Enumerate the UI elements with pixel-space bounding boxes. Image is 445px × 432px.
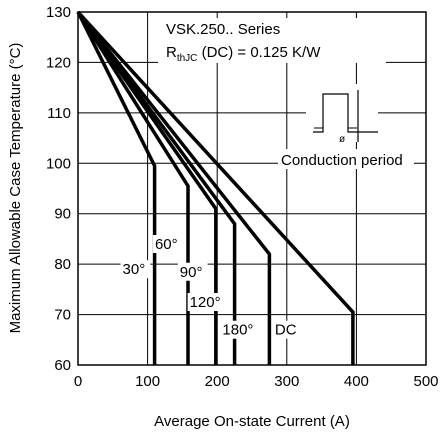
annotation-block: VSK.250.. Series RthJC (DC) = 0.125 K/W bbox=[158, 18, 386, 64]
x-tick-label: 500 bbox=[413, 373, 438, 390]
curves bbox=[76, 10, 355, 365]
curve-label-bg bbox=[220, 320, 259, 339]
series-line bbox=[76, 10, 272, 365]
conduction-label-bg bbox=[278, 149, 414, 169]
curve-label-bg bbox=[120, 260, 151, 279]
y-tick-label: 130 bbox=[46, 4, 71, 21]
conduction-period-label: Conduction period bbox=[281, 152, 403, 169]
curve-label-bg bbox=[177, 262, 208, 281]
rth-label: RthJC (DC) = 0.125 K/W bbox=[166, 44, 321, 64]
x-tick-label: 100 bbox=[135, 373, 160, 390]
curve-label: DC bbox=[275, 322, 297, 339]
plot-frame bbox=[77, 11, 427, 366]
annotation-bg bbox=[158, 18, 386, 63]
curve-label-bg bbox=[187, 293, 226, 312]
x-tick-label: 0 bbox=[74, 373, 82, 390]
series-line bbox=[76, 10, 237, 365]
rth-suffix: (DC) = 0.125 K/W bbox=[197, 44, 321, 61]
curve-label: 60° bbox=[155, 236, 178, 253]
y-tick-label: 120 bbox=[46, 54, 71, 71]
series-line bbox=[76, 10, 218, 365]
series-title: VSK.250.. Series bbox=[166, 21, 280, 38]
curve-label: 30° bbox=[123, 261, 146, 278]
curve-labels: 30° 60°90° 120°180° DC bbox=[120, 235, 297, 339]
y-tick-label: 110 bbox=[47, 105, 71, 122]
curve-label: 90° bbox=[180, 264, 203, 281]
x-tick-label: 200 bbox=[205, 373, 230, 390]
series-line bbox=[76, 10, 355, 365]
y-tick-label: 60 bbox=[54, 357, 71, 374]
x-tick-labels: 0 100 200 300 400 500 bbox=[74, 373, 439, 390]
x-tick-label: 400 bbox=[344, 373, 369, 390]
series-line bbox=[76, 11, 190, 365]
y-axis-title: Maximum Allowable Case Temperature (°C) bbox=[7, 43, 24, 334]
y-tick-label: 90 bbox=[54, 206, 71, 223]
y-tick-label: 100 bbox=[46, 155, 71, 172]
x-axis-title: Average On-state Current (A) bbox=[154, 413, 350, 430]
rth-subscript: thJC bbox=[177, 53, 198, 64]
y-tick-label: 70 bbox=[54, 307, 71, 324]
rth-prefix: R bbox=[166, 44, 177, 61]
curve-label: 180° bbox=[222, 322, 253, 339]
curve-label-bg bbox=[152, 235, 183, 254]
grid bbox=[78, 12, 426, 365]
phi-symbol: ø bbox=[339, 134, 345, 145]
y-tick-label: 80 bbox=[54, 256, 71, 273]
curve-label-bg bbox=[272, 320, 295, 339]
x-tick-label: 300 bbox=[274, 373, 299, 390]
waveform-pulse bbox=[313, 93, 378, 133]
y-tick-labels: 60 70 80 90 100 110 120 130 bbox=[46, 4, 71, 374]
conduction-period-icon: ø Conduction period bbox=[278, 84, 414, 169]
series-line bbox=[76, 11, 157, 365]
curve-label: 120° bbox=[190, 294, 221, 311]
